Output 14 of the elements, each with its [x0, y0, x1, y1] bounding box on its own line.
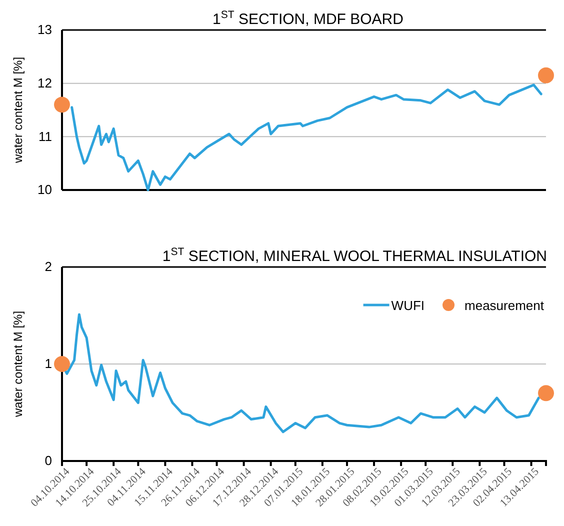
- y-axis-title: water content M [%]: [11, 56, 25, 164]
- legend-label: WUFI: [391, 298, 425, 313]
- y-axis-title: water content M [%]: [11, 310, 25, 418]
- y-tick-label: 1: [44, 356, 52, 372]
- y-tick-label: 0: [44, 453, 52, 468]
- y-tick-label: 13: [38, 22, 52, 38]
- y-tick-label: 10: [38, 182, 52, 198]
- chart-title: 1$^{ST}$ SECTION, MINERAL WOOL THERMAL INSULATION: [162, 246, 547, 265]
- chart-title: 1$^{ST}$ SECTION, MDF BOARD: [212, 9, 404, 28]
- y-tick-label: 11: [38, 128, 52, 144]
- y-tick-label: 12: [38, 75, 52, 90]
- line-series: [70, 84, 542, 192]
- y-tick-label: 2: [44, 259, 52, 274]
- legend-label: measurement: [464, 298, 544, 313]
